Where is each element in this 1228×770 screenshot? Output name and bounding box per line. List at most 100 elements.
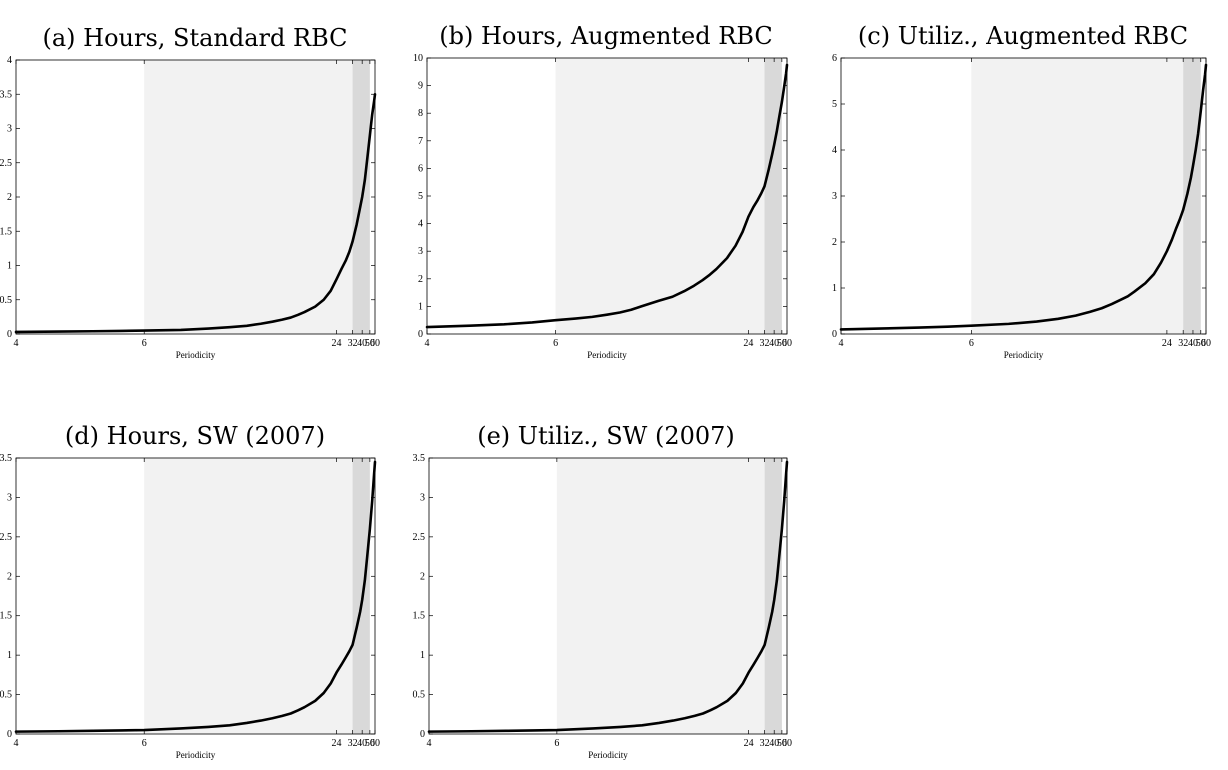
y-tick-label: 1 <box>832 283 837 294</box>
x-tick-label: 32 <box>760 338 770 349</box>
x-tick-label: 32 <box>348 738 358 749</box>
x-tick-label: 4 <box>14 338 19 349</box>
x-tick-label: 40 <box>357 338 367 349</box>
shaded-band <box>555 58 765 334</box>
y-tick-label: 2.5 <box>0 158 12 169</box>
x-tick-label: 6 <box>142 738 147 749</box>
x-tick-label: 40 <box>769 738 779 749</box>
series-line <box>839 63 1208 331</box>
y-tick-label: 6 <box>418 163 423 174</box>
x-tick-label: 40 <box>1188 338 1198 349</box>
x-tick-label: 60 <box>370 738 380 749</box>
chart-panel: (c) Utiliz., Augmented RBC 0 1 2 3 4 5 6 4 6 24 32 4… <box>832 22 1211 360</box>
y-tick-label: 1 <box>420 650 425 661</box>
x-tick-label: 50 <box>365 338 375 349</box>
plot-frame <box>428 457 788 735</box>
x-tick-label: 60 <box>1201 338 1211 349</box>
y-tick-label: 0.5 <box>413 690 426 701</box>
y-tick-label: 3 <box>420 492 425 503</box>
plot-frame <box>15 457 376 735</box>
y-tick-label: 2 <box>7 192 12 203</box>
y-tick-label: 3 <box>418 246 423 257</box>
y-tick-label: 1 <box>7 650 12 661</box>
y-tick-label: 10 <box>413 53 423 64</box>
x-tick-label: 50 <box>777 738 787 749</box>
y-tick-label: 5 <box>418 191 423 202</box>
shaded-band <box>764 458 782 734</box>
y-tick-label: 2 <box>832 237 837 248</box>
shaded-band <box>971 58 1184 334</box>
y-tick-label: 3 <box>7 492 12 503</box>
y-tick-label: 0 <box>418 329 423 340</box>
y-tick-label: 3 <box>832 191 837 202</box>
shaded-band <box>764 58 782 334</box>
chart-panel: (b) Hours, Augmented RBC 0 1 2 3 4 5 6 7 8 9 10 4 6 24… <box>413 22 792 360</box>
y-tick-label: 9 <box>418 81 423 92</box>
y-tick-label: 2 <box>420 571 425 582</box>
y-tick-label: 0.5 <box>0 690 12 701</box>
y-tick-label: 1 <box>418 301 423 312</box>
x-tick-label: 6 <box>969 338 974 349</box>
x-axis-label: Periodicity <box>176 350 216 360</box>
y-tick-label: 3 <box>7 124 12 135</box>
x-tick-label: 24 <box>743 338 753 349</box>
x-tick-label: 4 <box>14 738 19 749</box>
y-tick-label: 3.5 <box>0 453 12 464</box>
x-tick-label: 50 <box>365 738 375 749</box>
shaded-band <box>556 458 765 734</box>
x-tick-label: 50 <box>1196 338 1206 349</box>
x-tick-label: 40 <box>357 738 367 749</box>
chart-title: (e) Utiliz., SW (2007) <box>477 422 735 450</box>
y-tick-label: 5 <box>832 99 837 110</box>
shaded-band <box>144 60 353 334</box>
y-tick-label: 3.5 <box>413 453 426 464</box>
y-tick-label: 0 <box>7 729 12 740</box>
x-tick-label: 4 <box>839 338 844 349</box>
y-tick-label: 3.5 <box>0 89 12 100</box>
x-tick-label: 24 <box>744 738 754 749</box>
y-tick-label: 0 <box>832 329 837 340</box>
y-tick-label: 1.5 <box>0 611 12 622</box>
y-tick-label: 4 <box>418 219 423 230</box>
series-line <box>14 92 377 334</box>
x-tick-label: 32 <box>760 738 770 749</box>
x-axis-label: Periodicity <box>587 350 627 360</box>
y-tick-label: 2.5 <box>413 532 426 543</box>
y-tick-label: 0.5 <box>0 295 12 306</box>
x-tick-label: 6 <box>554 738 559 749</box>
x-tick-label: 4 <box>427 738 432 749</box>
x-tick-label: 32 <box>348 338 358 349</box>
shaded-band <box>1183 58 1201 334</box>
chart-title: (d) Hours, SW (2007) <box>65 422 325 450</box>
x-axis-label: Periodicity <box>1004 350 1044 360</box>
y-tick-label: 4 <box>7 55 12 66</box>
chart-title: (b) Hours, Augmented RBC <box>439 22 773 50</box>
x-tick-label: 32 <box>1178 338 1188 349</box>
x-tick-label: 24 <box>1162 338 1172 349</box>
y-tick-label: 1.5 <box>0 226 12 237</box>
y-tick-label: 4 <box>832 145 837 156</box>
x-tick-label: 50 <box>777 338 787 349</box>
x-tick-label: 40 <box>769 338 779 349</box>
chart-panel: (e) Utiliz., SW (2007) 0 0.5 1 1.5 2 2.5 3 3.5 4 6… <box>413 422 793 760</box>
y-tick-label: 8 <box>418 108 423 119</box>
shaded-band <box>352 458 370 734</box>
y-tick-label: 1 <box>7 261 12 272</box>
y-tick-label: 7 <box>418 136 423 147</box>
y-tick-label: 1.5 <box>413 611 426 622</box>
y-tick-label: 0 <box>420 729 425 740</box>
x-tick-label: 4 <box>425 338 430 349</box>
x-tick-label: 6 <box>553 338 558 349</box>
y-tick-label: 6 <box>832 53 837 64</box>
chart-panel: (d) Hours, SW (2007) 0 0.5 1 1.5 2 2.5 3 3.5 4 6 24… <box>0 422 380 760</box>
x-tick-label: 60 <box>782 738 792 749</box>
y-tick-label: 2 <box>7 571 12 582</box>
shaded-band <box>144 458 353 734</box>
series-line <box>14 460 377 733</box>
chart-title: (a) Hours, Standard RBC <box>42 24 347 52</box>
chart-panel: (a) Hours, Standard RBC 0 0.5 1 1.5 2 2.5 3 3.5 4… <box>0 24 380 360</box>
series-line <box>425 63 789 329</box>
x-axis-label: Periodicity <box>176 750 216 760</box>
series-line <box>427 460 789 733</box>
